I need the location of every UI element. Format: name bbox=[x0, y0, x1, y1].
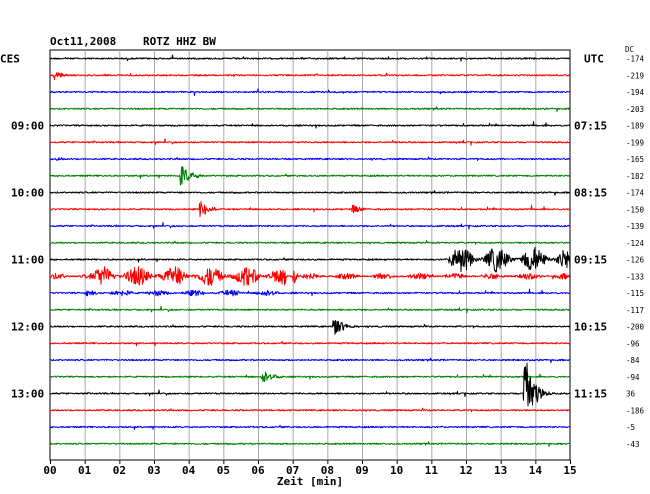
x-tick-label: 00 bbox=[43, 464, 56, 477]
dc-value: -174 bbox=[626, 55, 645, 64]
trace-line bbox=[49, 88, 571, 97]
trace-line bbox=[49, 166, 571, 186]
utc-label: 08:15 bbox=[574, 187, 607, 200]
trace-line bbox=[49, 222, 571, 230]
dc-value: -194 bbox=[626, 88, 645, 97]
dc-value: -126 bbox=[626, 256, 645, 265]
trace-line bbox=[49, 156, 571, 161]
dc-value: -43 bbox=[626, 440, 640, 449]
dc-header: DC bbox=[625, 45, 634, 54]
dc-value: -5 bbox=[626, 423, 635, 432]
utc-label: 09:15 bbox=[574, 254, 607, 267]
dc-value: -165 bbox=[626, 155, 644, 164]
x-tick-label: 14 bbox=[529, 464, 543, 477]
trace-line bbox=[49, 305, 571, 314]
header-date: Oct11,2008 bbox=[50, 35, 116, 48]
x-tick-label: 02 bbox=[113, 464, 126, 477]
dc-value: -124 bbox=[626, 239, 645, 248]
header-station: ROTZ HHZ BW bbox=[143, 35, 216, 48]
dc-value: -115 bbox=[626, 289, 644, 298]
utc-label: 10:15 bbox=[574, 321, 607, 334]
trace-line bbox=[49, 240, 571, 245]
trace-line bbox=[49, 106, 571, 112]
x-tick-label: 05 bbox=[217, 464, 230, 477]
x-tick-label: 03 bbox=[147, 464, 160, 477]
x-tick-label: 09 bbox=[355, 464, 368, 477]
trace-line bbox=[49, 288, 571, 297]
dc-value: -203 bbox=[626, 105, 644, 114]
utc-label: 07:15 bbox=[574, 120, 607, 133]
header: Oct11,2008 ROTZ HHZ BW bbox=[50, 35, 216, 48]
dc-value: -84 bbox=[626, 356, 640, 365]
x-tick-label: 06 bbox=[251, 464, 265, 477]
plot-frame bbox=[49, 49, 571, 461]
x-tick-label: 11 bbox=[425, 464, 439, 477]
x-tick-label: 01 bbox=[78, 464, 92, 477]
dc-value: -174 bbox=[626, 189, 645, 198]
grid bbox=[49, 49, 571, 461]
trace-line bbox=[49, 357, 571, 364]
hour-label: 13:00 bbox=[11, 388, 44, 401]
traces bbox=[49, 54, 571, 447]
trace-line bbox=[49, 407, 571, 413]
trace-line bbox=[49, 371, 571, 383]
dc-value: -186 bbox=[626, 406, 645, 415]
x-tick-label: 10 bbox=[390, 464, 403, 477]
dc-value: -200 bbox=[626, 323, 645, 332]
trace-line bbox=[49, 340, 571, 347]
dc-value: -94 bbox=[626, 373, 640, 382]
dc-value: -199 bbox=[626, 138, 644, 147]
hour-label: 11:00 bbox=[11, 254, 44, 267]
trace-line bbox=[49, 246, 571, 273]
hour-label: 10:00 bbox=[11, 187, 44, 200]
left-zone-label: CES bbox=[0, 53, 20, 66]
hour-label: 09:00 bbox=[11, 120, 44, 133]
dc-value: -133 bbox=[626, 272, 644, 281]
trace-line bbox=[49, 200, 571, 218]
dc-value: -150 bbox=[626, 205, 645, 214]
dc-value: -219 bbox=[626, 71, 644, 80]
trace-line bbox=[50, 54, 571, 62]
trace-line bbox=[49, 424, 571, 430]
trace-line bbox=[50, 138, 571, 146]
labels: CES 09:00 10:00 11:00 12:00 13:00 UTC 07:15 08:1… bbox=[0, 45, 645, 449]
dc-value: -96 bbox=[626, 339, 640, 348]
trace-line bbox=[49, 320, 571, 335]
trace-line bbox=[49, 441, 571, 447]
utc-header: UTC bbox=[584, 53, 604, 66]
hour-label: 12:00 bbox=[11, 321, 44, 334]
dc-value: -189 bbox=[626, 122, 644, 131]
x-tick-label: 07 bbox=[286, 464, 299, 477]
trace-line bbox=[50, 72, 571, 80]
trace-line bbox=[49, 121, 571, 129]
x-tick-label: 04 bbox=[182, 464, 196, 477]
x-axis-title: Zeit [min] bbox=[277, 475, 343, 488]
x-tick-label: 15 bbox=[563, 464, 576, 477]
dc-value: -139 bbox=[626, 222, 644, 231]
dc-value: -182 bbox=[626, 172, 644, 181]
x-axis: 00 01 02 03 04 05 06 07 08 09 10 11 12 13 14 15 Zeit [mi… bbox=[43, 460, 577, 488]
trace-line bbox=[49, 266, 571, 286]
x-tick-label: 08 bbox=[321, 464, 334, 477]
trace-line bbox=[49, 190, 571, 196]
dc-value: -117 bbox=[626, 306, 644, 315]
trace-line bbox=[49, 362, 571, 407]
utc-label: 11:15 bbox=[574, 388, 607, 401]
dc-value: 36 bbox=[626, 390, 636, 399]
x-tick-label: 13 bbox=[494, 464, 507, 477]
x-tick-label: 12 bbox=[459, 464, 472, 477]
